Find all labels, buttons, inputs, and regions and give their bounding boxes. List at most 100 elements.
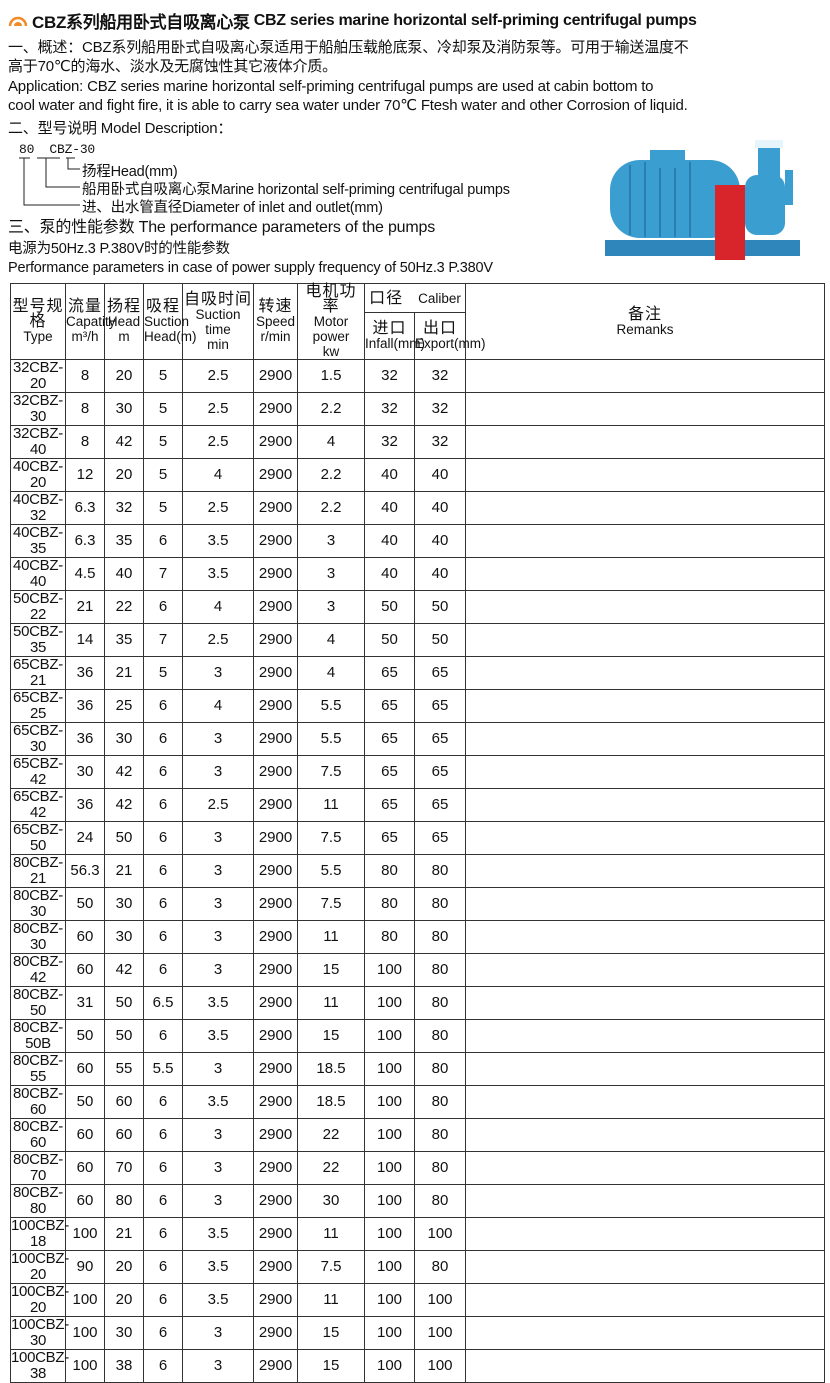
cell-speed: 2900 xyxy=(253,524,298,558)
cell-capacity: 100 xyxy=(65,1217,105,1251)
cell-export: 65 xyxy=(414,788,466,822)
cell-suction-time: 3.5 xyxy=(182,524,254,558)
cell-type: 80CBZ-42 xyxy=(10,953,66,987)
cell-export: 65 xyxy=(414,656,466,690)
cell-infall: 100 xyxy=(364,1250,415,1284)
cell-suction: 6 xyxy=(143,524,183,558)
table-row: 50CBZ-35 14 35 7 2.5 2900 4 50 50 xyxy=(10,623,825,657)
cell-speed: 2900 xyxy=(253,458,298,492)
cell-capacity: 14 xyxy=(65,623,105,657)
cell-suction: 5 xyxy=(143,491,183,525)
cell-motor-power: 11 xyxy=(297,920,365,954)
table-row: 100CBZ-18 100 21 6 3.5 2900 11 100 100 xyxy=(10,1217,825,1251)
cell-type: 80CBZ-30 xyxy=(10,920,66,954)
cell-capacity: 60 xyxy=(65,953,105,987)
cell-export: 80 xyxy=(414,1019,466,1053)
cell-head: 42 xyxy=(104,953,144,987)
table-row: 80CBZ-60 60 60 6 3 2900 22 100 80 xyxy=(10,1118,825,1152)
cell-infall: 40 xyxy=(364,557,415,591)
table-row: 80CBZ-50B 50 50 6 3.5 2900 15 100 80 xyxy=(10,1019,825,1053)
cell-motor-power: 4 xyxy=(297,425,365,459)
cell-type: 50CBZ-35 xyxy=(10,623,66,657)
cell-remarks xyxy=(465,755,825,789)
cell-export: 65 xyxy=(414,689,466,723)
cell-export: 100 xyxy=(414,1349,466,1383)
cell-infall: 80 xyxy=(364,887,415,921)
cell-remarks xyxy=(465,1217,825,1251)
cell-type: 80CBZ-21 xyxy=(10,854,66,888)
cell-motor-power: 5.5 xyxy=(297,722,365,756)
cell-export: 65 xyxy=(414,755,466,789)
cell-capacity: 6.3 xyxy=(65,524,105,558)
cell-speed: 2900 xyxy=(253,722,298,756)
cell-head: 32 xyxy=(104,491,144,525)
cell-capacity: 36 xyxy=(65,689,105,723)
cell-suction: 6 xyxy=(143,1184,183,1218)
cell-infall: 100 xyxy=(364,1349,415,1383)
cell-infall: 65 xyxy=(364,755,415,789)
cell-infall: 100 xyxy=(364,1052,415,1086)
cell-head: 42 xyxy=(104,788,144,822)
cell-type: 40CBZ-20 xyxy=(10,458,66,492)
cell-motor-power: 3 xyxy=(297,524,365,558)
cell-suction: 6 xyxy=(143,920,183,954)
cell-infall: 32 xyxy=(364,359,415,393)
cell-infall: 80 xyxy=(364,920,415,954)
table-row: 80CBZ-30 50 30 6 3 2900 7.5 80 80 xyxy=(10,887,825,921)
cell-head: 42 xyxy=(104,425,144,459)
model-code-diameter: 80 xyxy=(19,142,35,157)
cell-capacity: 30 xyxy=(65,755,105,789)
cell-speed: 2900 xyxy=(253,1118,298,1152)
table-row: 65CBZ-21 36 21 5 3 2900 4 65 65 xyxy=(10,656,825,690)
cell-remarks xyxy=(465,491,825,525)
cell-speed: 2900 xyxy=(253,359,298,393)
cell-head: 20 xyxy=(104,1283,144,1317)
performance-table: 型号规格 Type 流量 Capatity m³/h 扬程 Head m 吸程 Suctio… xyxy=(10,282,825,1383)
cell-capacity: 50 xyxy=(65,1085,105,1119)
cell-suction-time: 3.5 xyxy=(182,1019,254,1053)
cell-suction-time: 3 xyxy=(182,920,254,954)
cell-suction: 5 xyxy=(143,425,183,459)
cell-suction-time: 3.5 xyxy=(182,1217,254,1251)
cell-suction-time: 3.5 xyxy=(182,1283,254,1317)
cell-remarks xyxy=(465,920,825,954)
cell-capacity: 60 xyxy=(65,1151,105,1185)
cell-speed: 2900 xyxy=(253,788,298,822)
cell-remarks xyxy=(465,359,825,393)
cell-infall: 100 xyxy=(364,986,415,1020)
cell-capacity: 21 xyxy=(65,590,105,624)
cell-capacity: 90 xyxy=(65,1250,105,1284)
cell-export: 32 xyxy=(414,359,466,393)
cell-speed: 2900 xyxy=(253,1217,298,1251)
cell-type: 65CBZ-25 xyxy=(10,689,66,723)
overview-en-2: cool water and fight fire, it is able to… xyxy=(8,97,688,114)
cell-suction: 5 xyxy=(143,656,183,690)
cell-suction: 5 xyxy=(143,392,183,426)
cell-motor-power: 5.5 xyxy=(297,689,365,723)
cell-head: 60 xyxy=(104,1118,144,1152)
cell-speed: 2900 xyxy=(253,887,298,921)
cell-suction: 6 xyxy=(143,854,183,888)
cell-remarks xyxy=(465,458,825,492)
cell-suction: 6 xyxy=(143,1019,183,1053)
cell-motor-power: 2.2 xyxy=(297,491,365,525)
cell-speed: 2900 xyxy=(253,1349,298,1383)
cell-remarks xyxy=(465,524,825,558)
cell-head: 20 xyxy=(104,1250,144,1284)
cell-type: 65CBZ-30 xyxy=(10,722,66,756)
cell-head: 55 xyxy=(104,1052,144,1086)
cell-speed: 2900 xyxy=(253,1151,298,1185)
cell-infall: 100 xyxy=(364,1283,415,1317)
cell-export: 80 xyxy=(414,920,466,954)
cell-head: 80 xyxy=(104,1184,144,1218)
cell-capacity: 8 xyxy=(65,425,105,459)
cell-capacity: 4.5 xyxy=(65,557,105,591)
cell-capacity: 60 xyxy=(65,1052,105,1086)
cell-speed: 2900 xyxy=(253,392,298,426)
cell-suction-time: 3 xyxy=(182,1349,254,1383)
cell-motor-power: 7.5 xyxy=(297,821,365,855)
cell-type: 50CBZ-22 xyxy=(10,590,66,624)
cell-suction-time: 3 xyxy=(182,656,254,690)
header-infall: 进口 Infall(mm) xyxy=(364,312,425,360)
cell-suction-time: 3 xyxy=(182,854,254,888)
